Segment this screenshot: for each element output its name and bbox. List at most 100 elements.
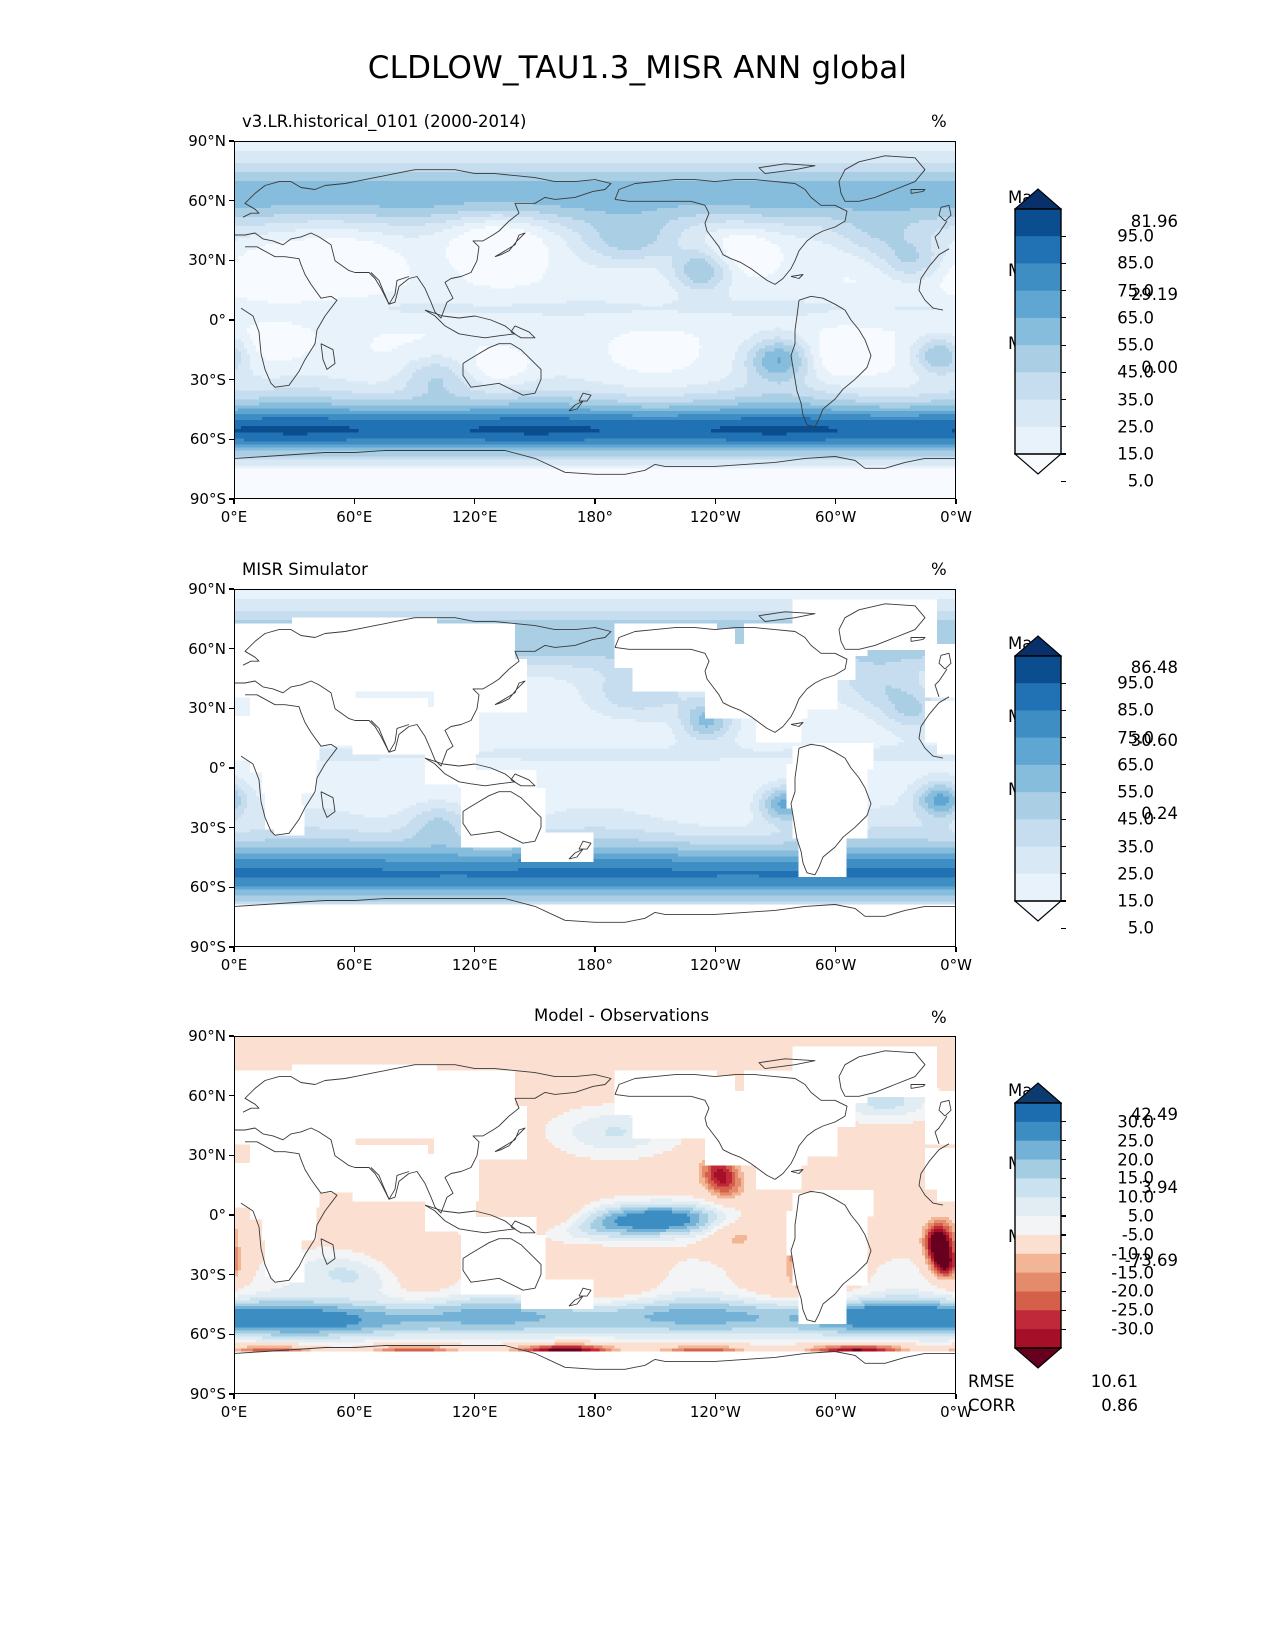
- x-axis-tick-label: 0°W: [940, 956, 972, 974]
- colorbar-test: [1014, 188, 1062, 475]
- map-contours-test: [235, 142, 955, 498]
- colorbar-tick: [1061, 1196, 1066, 1198]
- x-axis-tick: [353, 499, 356, 504]
- panel-units-reference: %: [931, 560, 947, 579]
- x-axis-tick: [955, 499, 957, 504]
- colorbar-tick: [1061, 1328, 1066, 1330]
- x-axis-tick: [233, 499, 235, 504]
- y-axis-tick-label: 90°N: [188, 580, 226, 598]
- y-axis-tick: [229, 588, 234, 590]
- x-axis-tick: [714, 499, 717, 504]
- colorbar-tick-label: 10.0: [1117, 1187, 1154, 1207]
- y-axis-tick: [229, 1154, 234, 1157]
- x-axis-tick-label: 0°E: [220, 508, 248, 526]
- rmse-label: RMSE: [968, 1372, 1015, 1391]
- colorbar-tick: [1061, 317, 1066, 319]
- colorbar-swatches: [1014, 1082, 1062, 1369]
- colorbar-tick: [1061, 1215, 1066, 1217]
- x-axis-tick-label: 60°W: [814, 508, 857, 526]
- y-axis-tick: [229, 199, 234, 202]
- colorbar-tick-label: 45.0: [1117, 362, 1154, 382]
- colorbar-tick: [1061, 900, 1066, 902]
- y-axis-tick: [229, 826, 234, 829]
- colorbar-tick: [1061, 927, 1066, 929]
- y-axis-tick: [229, 1333, 234, 1336]
- y-axis-tick: [229, 1273, 234, 1276]
- colorbar-tick: [1061, 398, 1066, 401]
- stat-min-value: 0.00: [1141, 358, 1178, 377]
- colorbar-tick: [1061, 1158, 1066, 1161]
- x-axis-tick: [594, 499, 596, 504]
- x-axis-tick-label: 0°W: [940, 1403, 972, 1421]
- y-axis-tick: [229, 438, 234, 441]
- colorbar-tick: [1061, 845, 1066, 848]
- stat-max-value: 81.96: [1130, 212, 1178, 231]
- colorbar-swatches: [1014, 635, 1062, 922]
- x-axis-tick: [594, 1394, 596, 1399]
- y-axis-tick: [229, 1214, 234, 1216]
- x-axis-tick: [834, 1394, 837, 1399]
- x-axis-tick-label: 180°: [576, 1403, 614, 1421]
- colorbar-tick-label: 55.0: [1117, 782, 1154, 802]
- x-axis-tick-label: 0°W: [940, 508, 972, 526]
- x-axis-tick-label: 120°E: [451, 508, 498, 526]
- y-axis-tick: [229, 946, 234, 948]
- x-axis-tick: [714, 1394, 717, 1399]
- y-axis-tick-label: 30°N: [188, 1146, 226, 1165]
- colorbar-tick-label: 55.0: [1117, 335, 1154, 355]
- colorbar-tick: [1061, 1272, 1066, 1274]
- colorbar-tick: [1061, 1234, 1066, 1236]
- colorbar-tick: [1061, 262, 1066, 265]
- map-plot-reference[interactable]: [234, 589, 956, 947]
- x-axis-tick-label: 120°E: [451, 1403, 498, 1421]
- y-axis-tick: [229, 140, 234, 142]
- y-axis-tick-label: 90°N: [188, 1027, 226, 1045]
- colorbar-tick: [1061, 873, 1066, 875]
- x-axis-tick-label: 0°E: [220, 956, 248, 974]
- y-axis-tick-label: 30°S: [189, 1265, 226, 1284]
- y-axis-tick-label: 90°S: [189, 938, 226, 956]
- x-axis-tick: [834, 499, 837, 504]
- y-axis-tick-label: 30°S: [189, 370, 226, 389]
- colorbar-tick: [1061, 235, 1066, 237]
- colorbar-reference: [1014, 635, 1062, 922]
- colorbar-tick-label: 5.0: [1127, 918, 1154, 938]
- y-axis-tick: [229, 319, 234, 321]
- y-axis-tick-label: 60°N: [188, 191, 226, 210]
- stat-mean-value: 30.60: [1130, 731, 1178, 750]
- x-axis-tick-label: 120°W: [689, 956, 741, 974]
- x-axis-tick: [834, 947, 837, 952]
- panel-title-test: v3.LR.historical_0101 (2000-2014): [242, 112, 527, 131]
- map-contours-reference: [235, 590, 955, 923]
- panel-units-difference: %: [931, 1008, 947, 1027]
- panel-title-reference: MISR Simulator: [242, 560, 368, 579]
- colorbar-tick: [1061, 371, 1066, 373]
- x-axis-tick: [955, 947, 957, 952]
- colorbar-tick: [1061, 480, 1066, 482]
- map-plot-test[interactable]: [234, 141, 956, 499]
- x-axis-tick-label: 60°W: [814, 1403, 857, 1421]
- x-axis-tick: [353, 947, 356, 952]
- y-axis-tick-label: 30°S: [189, 818, 226, 837]
- x-axis-tick: [714, 947, 717, 952]
- y-axis-tick-label: 90°S: [189, 1385, 226, 1403]
- y-axis-tick: [229, 767, 234, 769]
- colorbar-tick-label: 30.0: [1117, 1112, 1154, 1132]
- panel-units-test: %: [931, 112, 947, 131]
- map-plot-difference[interactable]: [234, 1036, 956, 1394]
- rmse-value: 10.61: [1090, 1372, 1138, 1391]
- y-axis-tick-label: 60°S: [189, 878, 226, 897]
- colorbar-tick-label: 45.0: [1117, 809, 1154, 829]
- x-axis-tick-label: 120°E: [451, 956, 498, 974]
- y-axis-tick: [229, 647, 234, 650]
- x-axis-tick-label: 180°: [576, 956, 614, 974]
- colorbar-tick: [1061, 344, 1066, 346]
- colorbar-tick-label: -10.0: [1111, 1244, 1154, 1264]
- x-axis-tick: [473, 947, 476, 952]
- colorbar-tick-label: -15.0: [1111, 1263, 1154, 1283]
- colorbar-tick: [1061, 737, 1066, 739]
- corr-label: CORR: [968, 1396, 1016, 1415]
- colorbar-tick: [1061, 1309, 1066, 1311]
- colorbar-tick: [1061, 1290, 1066, 1293]
